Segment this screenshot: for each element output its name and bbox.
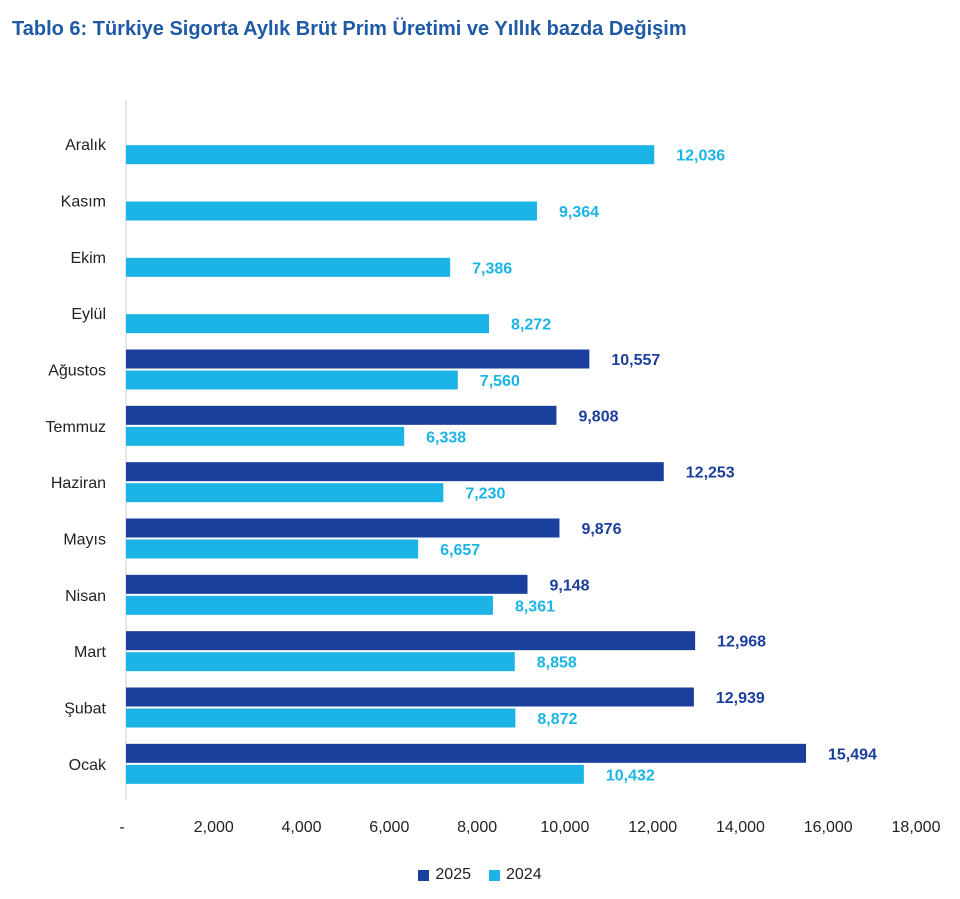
bar-2024-cat-10 <box>126 201 537 221</box>
value-label-2024-cat-6: 6,338 <box>426 429 466 446</box>
category-label-cat-2: Mart <box>74 644 107 661</box>
bar-2024-cat-8 <box>126 314 490 334</box>
value-label-2025-cat-4: 9,876 <box>581 521 621 538</box>
legend-label-2025: 2025 <box>435 866 471 883</box>
value-label-2025-cat-0: 15,494 <box>828 746 877 763</box>
legend-swatch-2024 <box>489 869 500 881</box>
chart-title: Tablo 6: Türkiye Sigorta Aylık Brüt Prim… <box>12 18 687 40</box>
value-label-2024-cat-0: 10,432 <box>606 767 655 784</box>
bar-2025-cat-2 <box>126 631 696 651</box>
x-tick-label-1: 2,000 <box>194 819 234 836</box>
bar-2025-cat-1 <box>126 687 694 707</box>
bar-2024-cat-0 <box>126 764 584 784</box>
value-label-2024-cat-4: 6,657 <box>440 542 480 559</box>
x-tick-label-0: - <box>119 819 124 836</box>
x-tick-label-9: 18,000 <box>892 819 941 836</box>
category-label-cat-4: Mayıs <box>63 532 106 549</box>
bar-2024-cat-7 <box>126 370 458 390</box>
value-label-2025-cat-2: 12,968 <box>717 634 766 651</box>
value-label-2024-cat-8: 8,272 <box>511 317 551 334</box>
value-label-2025-cat-1: 12,939 <box>716 690 765 707</box>
value-label-2024-cat-1: 8,872 <box>537 711 577 728</box>
bar-2025-cat-7 <box>126 349 590 369</box>
bar-2024-cat-5 <box>126 483 444 503</box>
value-label-2024-cat-5: 7,230 <box>465 486 505 503</box>
category-label-cat-7: Ağustos <box>48 363 106 380</box>
bar-2024-cat-2 <box>126 652 515 672</box>
bar-2025-cat-5 <box>126 462 664 482</box>
chart-marks: Ocak 15,494 10,432 Şubat 12,939 8,872 Mart 12,9… <box>46 137 878 784</box>
category-label-cat-5: Haziran <box>51 475 106 492</box>
category-label-cat-9: Ekim <box>70 250 106 267</box>
value-label-2025-cat-5: 12,253 <box>686 465 735 482</box>
x-tick-label-8: 16,000 <box>804 819 853 836</box>
x-tick-label-3: 6,000 <box>369 819 409 836</box>
value-label-2024-cat-9: 7,386 <box>472 260 512 277</box>
x-axis-ticks: - 2,000 4,000 6,000 8,000 10,000 12,000 14,000 1… <box>119 819 940 836</box>
legend-label-2024: 2024 <box>506 866 542 883</box>
x-tick-label-5: 10,000 <box>540 819 589 836</box>
category-label-cat-0: Ocak <box>69 757 107 774</box>
bar-2024-cat-4 <box>126 539 419 559</box>
legend-swatch-2025 <box>418 869 430 881</box>
value-label-2025-cat-7: 10,557 <box>611 352 660 369</box>
x-tick-label-2: 4,000 <box>282 819 322 836</box>
category-label-cat-6: Temmuz <box>46 419 106 436</box>
bar-2024-cat-9 <box>126 257 451 277</box>
value-label-2024-cat-10: 9,364 <box>559 204 599 221</box>
x-tick-label-6: 12,000 <box>628 819 677 836</box>
value-label-2025-cat-3: 9,148 <box>549 577 589 594</box>
category-label-cat-8: Eylül <box>71 306 106 323</box>
value-label-2024-cat-11: 12,036 <box>676 148 725 165</box>
legend-item-2024: 2024 <box>489 866 542 884</box>
bar-2025-cat-0 <box>126 743 807 763</box>
bar-2024-cat-6 <box>126 426 405 446</box>
bar-2025-cat-3 <box>126 574 528 594</box>
category-label-cat-10: Kasım <box>61 194 106 211</box>
value-label-2025-cat-6: 9,808 <box>578 408 618 425</box>
x-tick-label-4: 8,000 <box>457 819 497 836</box>
category-label-cat-1: Şubat <box>64 701 106 718</box>
category-label-cat-11: Aralık <box>65 137 107 154</box>
legend-item-2025: 2025 <box>418 866 471 884</box>
value-label-2024-cat-7: 7,560 <box>480 373 520 390</box>
bar-2024-cat-11 <box>126 145 655 165</box>
category-label-cat-3: Nisan <box>65 588 106 605</box>
bar-2024-cat-1 <box>126 708 516 728</box>
legend: 2025 2024 <box>0 866 960 884</box>
value-label-2024-cat-2: 8,858 <box>537 655 577 672</box>
bar-2025-cat-4 <box>126 518 560 538</box>
value-label-2024-cat-3: 8,361 <box>515 598 555 615</box>
bar-2025-cat-6 <box>126 405 557 425</box>
bar-2024-cat-3 <box>126 595 493 615</box>
x-tick-label-7: 14,000 <box>716 819 765 836</box>
